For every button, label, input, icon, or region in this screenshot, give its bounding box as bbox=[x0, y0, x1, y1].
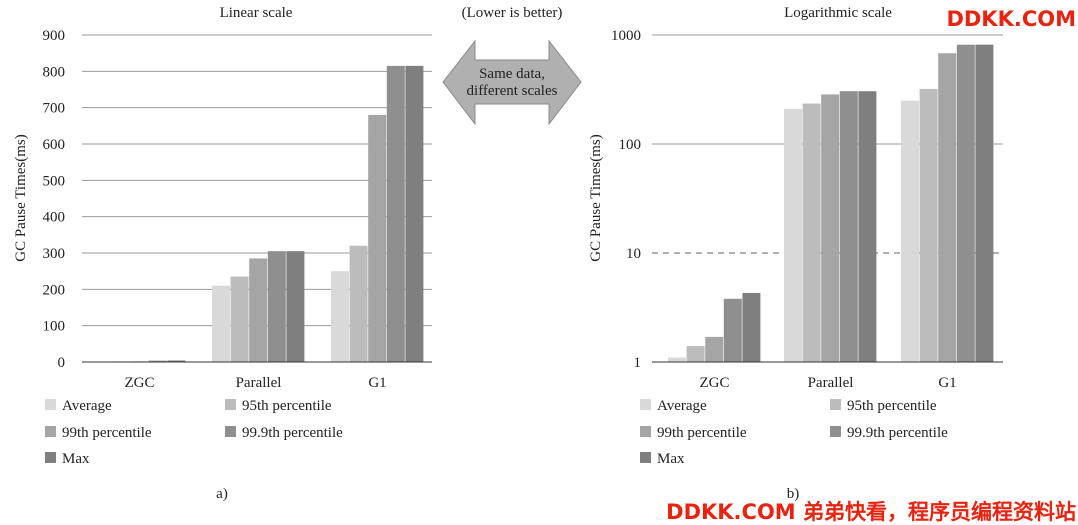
x-tick-label: ZGC bbox=[125, 375, 155, 391]
y-tick-label: 10 bbox=[626, 246, 641, 262]
arrow-text-line1: Same data, bbox=[479, 66, 545, 82]
log-chart: Logarithmic scale GC Pause Times(ms) 1 10… bbox=[588, 5, 1003, 502]
legend-swatch bbox=[45, 426, 56, 437]
bar-g1-1 bbox=[919, 88, 938, 362]
y-tick-label: 100 bbox=[43, 319, 66, 335]
bar-parallel-3 bbox=[839, 91, 858, 363]
watermark-bottom: DDKK.COM 弟弟快看，程序员编程资料站 bbox=[666, 500, 1076, 524]
bar-zgc-4 bbox=[167, 360, 186, 362]
bar-g1-3 bbox=[386, 65, 405, 362]
watermark-top: DDKK.COM bbox=[946, 7, 1076, 31]
legend-label: 99.9th percentile bbox=[847, 425, 948, 441]
bar-zgc-3 bbox=[723, 298, 742, 362]
bar-zgc-1 bbox=[686, 346, 705, 362]
linear-y-axis-label: GC Pause Times(ms) bbox=[13, 134, 29, 262]
x-tick-label: Parallel bbox=[808, 375, 854, 391]
bar-parallel-1 bbox=[802, 103, 821, 363]
bar-parallel-3 bbox=[267, 251, 286, 362]
legend-swatch bbox=[640, 399, 651, 410]
log-y-axis-label: GC Pause Times(ms) bbox=[588, 134, 604, 262]
bar-parallel-0 bbox=[784, 108, 802, 362]
linear-bars bbox=[93, 65, 424, 362]
legend-swatch bbox=[225, 426, 236, 437]
legend-label: Max bbox=[657, 451, 685, 467]
legend-label: 99th percentile bbox=[657, 425, 747, 441]
linear-y-ticks: 0 100 200 300 400 500 600 700 800 900 bbox=[43, 28, 66, 371]
linear-grid bbox=[82, 34, 432, 327]
arrow-text-line2: different scales bbox=[467, 83, 558, 99]
linear-x-ticks: ZGC Parallel G1 bbox=[125, 375, 387, 391]
y-tick-label: 1000 bbox=[611, 28, 641, 44]
x-tick-label: G1 bbox=[368, 375, 386, 391]
log-legend: Average 95th percentile 99th percentile 99.… bbox=[640, 398, 948, 467]
bar-zgc-3 bbox=[148, 360, 167, 362]
x-tick-label: ZGC bbox=[700, 375, 730, 391]
y-tick-label: 0 bbox=[58, 355, 66, 371]
legend-swatch bbox=[225, 399, 236, 410]
linear-chart-title: Linear scale bbox=[220, 5, 293, 21]
log-panel-label: b) bbox=[787, 486, 800, 502]
bar-g1-2 bbox=[938, 53, 957, 362]
double-arrow-shape bbox=[442, 39, 582, 126]
bar-zgc-4 bbox=[742, 292, 761, 362]
log-bars bbox=[668, 44, 994, 363]
bar-parallel-2 bbox=[249, 258, 268, 362]
legend-label: 99th percentile bbox=[62, 425, 152, 441]
y-tick-label: 700 bbox=[43, 101, 66, 117]
bar-parallel-1 bbox=[230, 276, 249, 362]
legend-label: 99.9th percentile bbox=[242, 425, 343, 441]
legend-swatch bbox=[830, 399, 841, 410]
bar-g1-1 bbox=[349, 245, 368, 362]
log-y-ticks: 1 10 100 1000 bbox=[611, 28, 641, 371]
legend-swatch bbox=[830, 426, 841, 437]
linear-chart: Linear scale GC Pause Times(ms) 0 100 200 3… bbox=[13, 5, 432, 502]
x-tick-label: G1 bbox=[938, 375, 956, 391]
bar-g1-4 bbox=[975, 44, 994, 363]
legend-label: Average bbox=[62, 398, 112, 414]
log-chart-title: Logarithmic scale bbox=[784, 5, 892, 21]
y-tick-label: 200 bbox=[43, 282, 66, 298]
y-tick-label: 500 bbox=[43, 173, 66, 189]
linear-legend: Average 95th percentile 99th percentile 99.… bbox=[45, 398, 343, 467]
legend-label: 95th percentile bbox=[847, 398, 937, 414]
legend-swatch bbox=[640, 426, 651, 437]
lower-is-better-note: (Lower is better) bbox=[462, 5, 563, 21]
x-tick-label: Parallel bbox=[236, 375, 282, 391]
y-tick-label: 400 bbox=[43, 210, 66, 226]
log-x-ticks: ZGC Parallel G1 bbox=[700, 375, 957, 391]
y-tick-label: 300 bbox=[43, 246, 66, 262]
bar-zgc-0 bbox=[668, 357, 686, 362]
bar-zgc-2 bbox=[705, 336, 724, 362]
y-tick-label: 100 bbox=[619, 137, 642, 153]
bar-parallel-4 bbox=[286, 251, 305, 362]
legend-swatch bbox=[640, 452, 651, 463]
center-note: (Lower is better) Same data, different s… bbox=[442, 5, 582, 126]
bar-g1-0 bbox=[331, 271, 349, 362]
bar-parallel-0 bbox=[212, 285, 230, 362]
legend-swatch bbox=[45, 452, 56, 463]
bar-g1-0 bbox=[901, 100, 919, 362]
y-tick-label: 600 bbox=[43, 137, 66, 153]
y-tick-label: 800 bbox=[43, 64, 66, 80]
linear-panel-label: a) bbox=[216, 486, 228, 502]
y-tick-label: 900 bbox=[43, 28, 66, 44]
y-tick-label: 1 bbox=[634, 355, 642, 371]
legend-label: 95th percentile bbox=[242, 398, 332, 414]
legend-swatch bbox=[45, 399, 56, 410]
bar-g1-2 bbox=[368, 114, 387, 362]
bar-parallel-2 bbox=[821, 94, 840, 363]
legend-label: Average bbox=[657, 398, 707, 414]
bar-g1-4 bbox=[405, 65, 424, 362]
bar-parallel-4 bbox=[858, 91, 877, 363]
legend-label: Max bbox=[62, 451, 90, 467]
bar-g1-3 bbox=[956, 44, 975, 363]
